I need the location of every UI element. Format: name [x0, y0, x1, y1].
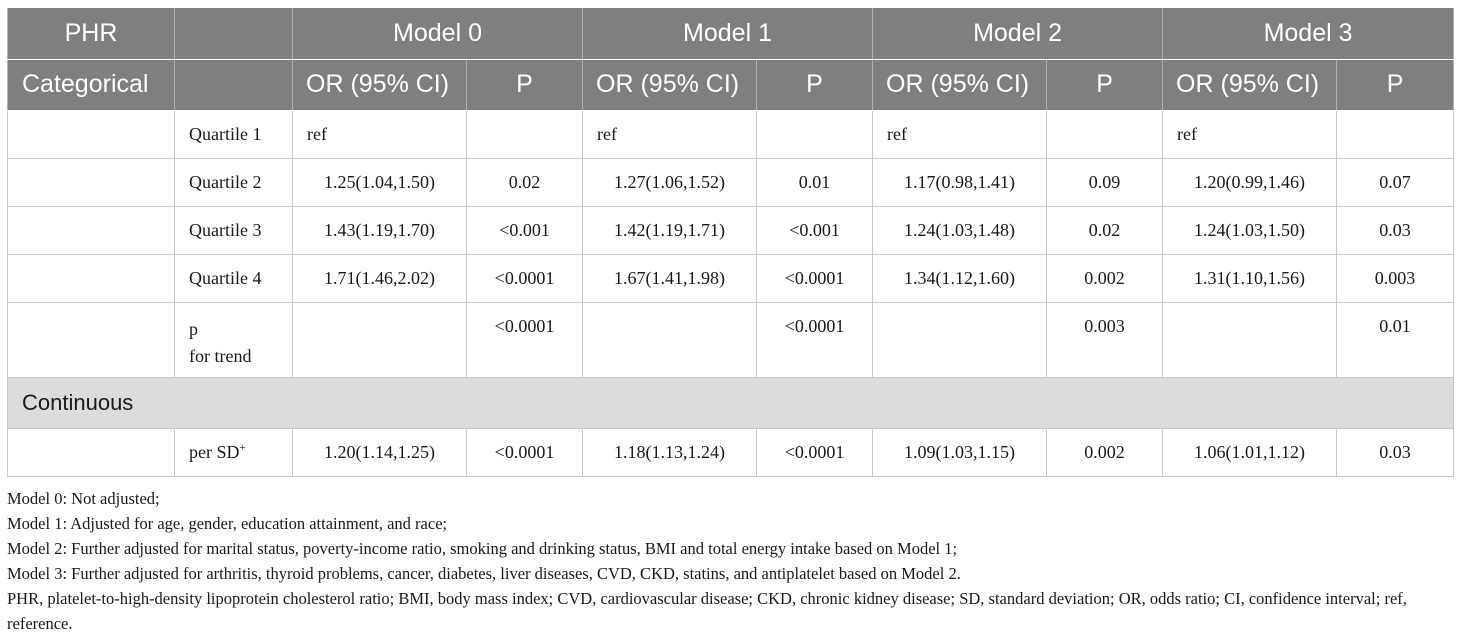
or-cell: 1.67(1.41,1.98) — [582, 253, 758, 303]
row-label: Quartile 2 — [174, 157, 293, 207]
p-cell: <0.0001 — [756, 301, 874, 378]
or-cell: 1.06(1.01,1.12) — [1162, 427, 1338, 477]
p-cell: 0.03 — [1336, 427, 1455, 477]
p-cell — [1046, 109, 1164, 159]
p-cell: 0.002 — [1046, 253, 1164, 303]
empty-cell — [7, 301, 175, 378]
p-cell: 0.07 — [1336, 157, 1455, 207]
or-cell: 1.71(1.46,2.02) — [292, 253, 467, 303]
or-cell — [1162, 301, 1338, 378]
header-blank — [174, 8, 293, 60]
header-or-model-0: OR (95% CI) — [292, 59, 467, 111]
or-cell: ref — [582, 109, 758, 159]
header-model-1: Model 1 — [582, 8, 874, 60]
or-cell — [582, 301, 758, 378]
table-row-per-sd: per SD+ 1.20(1.14,1.25) <0.0001 1.18(1.1… — [7, 427, 1455, 477]
p-cell — [465, 109, 584, 159]
or-cell: ref — [1162, 109, 1338, 159]
empty-cell — [7, 427, 175, 477]
table-row-quartile-4: Quartile 4 1.71(1.46,2.02) <0.0001 1.67(… — [7, 253, 1455, 303]
p-cell: 0.002 — [1046, 427, 1164, 477]
p-cell — [756, 109, 874, 159]
or-cell: 1.27(1.06,1.52) — [582, 157, 758, 207]
or-cell: ref — [872, 109, 1048, 159]
header-p-model-0: P — [465, 59, 584, 111]
or-cell: 1.20(1.14,1.25) — [292, 427, 467, 477]
or-cell: 1.24(1.03,1.48) — [872, 205, 1048, 255]
per-sd-label: per SD — [189, 441, 240, 462]
or-cell — [292, 301, 467, 378]
p-cell: 0.02 — [1046, 205, 1164, 255]
results-table: PHR Model 0 Model 1 Model 2 Model 3 Cate… — [6, 8, 1455, 477]
p-cell: 0.02 — [465, 157, 584, 207]
header-or-model-3: OR (95% CI) — [1162, 59, 1338, 111]
row-label: Quartile 3 — [174, 205, 293, 255]
table-footnotes: Model 0: Not adjusted; Model 1: Adjusted… — [7, 486, 1453, 636]
header-or-model-1: OR (95% CI) — [582, 59, 758, 111]
p-cell: 0.01 — [1336, 301, 1455, 378]
row-label: Quartile 1 — [174, 109, 293, 159]
table-row-quartile-3: Quartile 3 1.43(1.19,1.70) <0.001 1.42(1… — [7, 205, 1455, 255]
empty-cell — [7, 205, 175, 255]
or-cell: 1.18(1.13,1.24) — [582, 427, 758, 477]
empty-cell — [7, 157, 175, 207]
p-cell: <0.001 — [756, 205, 874, 255]
header-categorical: Categorical — [7, 59, 175, 111]
p-cell: <0.0001 — [756, 253, 874, 303]
p-cell: 0.03 — [1336, 205, 1455, 255]
results-table-container: PHR Model 0 Model 1 Model 2 Model 3 Cate… — [6, 8, 1455, 477]
header-blank — [174, 59, 293, 111]
footnote-abbreviations: PHR, platelet-to-high-density lipoprotei… — [7, 589, 1407, 633]
header-row-models: PHR Model 0 Model 1 Model 2 Model 3 — [7, 8, 1455, 60]
or-cell: 1.31(1.10,1.56) — [1162, 253, 1338, 303]
p-cell: <0.0001 — [756, 427, 874, 477]
or-cell: 1.17(0.98,1.41) — [872, 157, 1048, 207]
header-or-model-2: OR (95% CI) — [872, 59, 1048, 111]
p-cell — [1336, 109, 1455, 159]
header-p-model-1: P — [756, 59, 874, 111]
header-p-model-3: P — [1336, 59, 1455, 111]
trend-label-line-2: for trend — [189, 345, 252, 366]
or-cell — [872, 301, 1048, 378]
footnote-model-1: Model 1: Adjusted for age, gender, educa… — [7, 514, 448, 533]
p-cell: 0.003 — [1336, 253, 1455, 303]
header-model-0: Model 0 — [291, 8, 584, 60]
or-cell: ref — [292, 109, 467, 159]
table-row-p-for-trend: p for trend <0.0001 <0.0001 0.003 0.01 — [7, 301, 1455, 378]
table-row-quartile-1: Quartile 1 ref ref ref ref — [7, 109, 1455, 159]
section-label-continuous: Continuous — [6, 376, 1455, 429]
header-phr: PHR — [7, 8, 175, 60]
or-cell: 1.20(0.99,1.46) — [1162, 157, 1338, 207]
section-row-continuous: Continuous — [6, 376, 1455, 429]
or-cell: 1.34(1.12,1.60) — [872, 253, 1048, 303]
row-label: Quartile 4 — [174, 253, 293, 303]
p-cell: 0.09 — [1046, 157, 1164, 207]
p-cell: 0.01 — [756, 157, 874, 207]
trend-label-line-1: p — [189, 318, 198, 339]
footnote-model-3: Model 3: Further adjusted for arthritis,… — [7, 564, 961, 583]
header-model-3: Model 3 — [1162, 8, 1455, 60]
empty-cell — [7, 109, 175, 159]
or-cell: 1.42(1.19,1.71) — [582, 205, 758, 255]
footnote-model-0: Model 0: Not adjusted; — [7, 489, 160, 508]
header-model-2: Model 2 — [872, 8, 1164, 60]
p-cell: <0.0001 — [465, 427, 584, 477]
per-sd-superscript: + — [239, 441, 246, 454]
row-label: p for trend — [174, 301, 293, 378]
table-row-quartile-2: Quartile 2 1.25(1.04,1.50) 0.02 1.27(1.0… — [7, 157, 1455, 207]
or-cell: 1.09(1.03,1.15) — [872, 427, 1048, 477]
header-p-model-2: P — [1046, 59, 1164, 111]
empty-cell — [7, 253, 175, 303]
or-cell: 1.24(1.03,1.50) — [1162, 205, 1338, 255]
footnote-model-2: Model 2: Further adjusted for marital st… — [7, 539, 958, 558]
row-label: per SD+ — [174, 427, 293, 477]
p-cell: <0.0001 — [465, 301, 584, 378]
or-cell: 1.25(1.04,1.50) — [292, 157, 467, 207]
p-cell: <0.001 — [465, 205, 584, 255]
header-row-columns: Categorical OR (95% CI) P OR (95% CI) P … — [7, 59, 1455, 111]
or-cell: 1.43(1.19,1.70) — [292, 205, 467, 255]
p-cell: <0.0001 — [465, 253, 584, 303]
p-cell: 0.003 — [1046, 301, 1164, 378]
